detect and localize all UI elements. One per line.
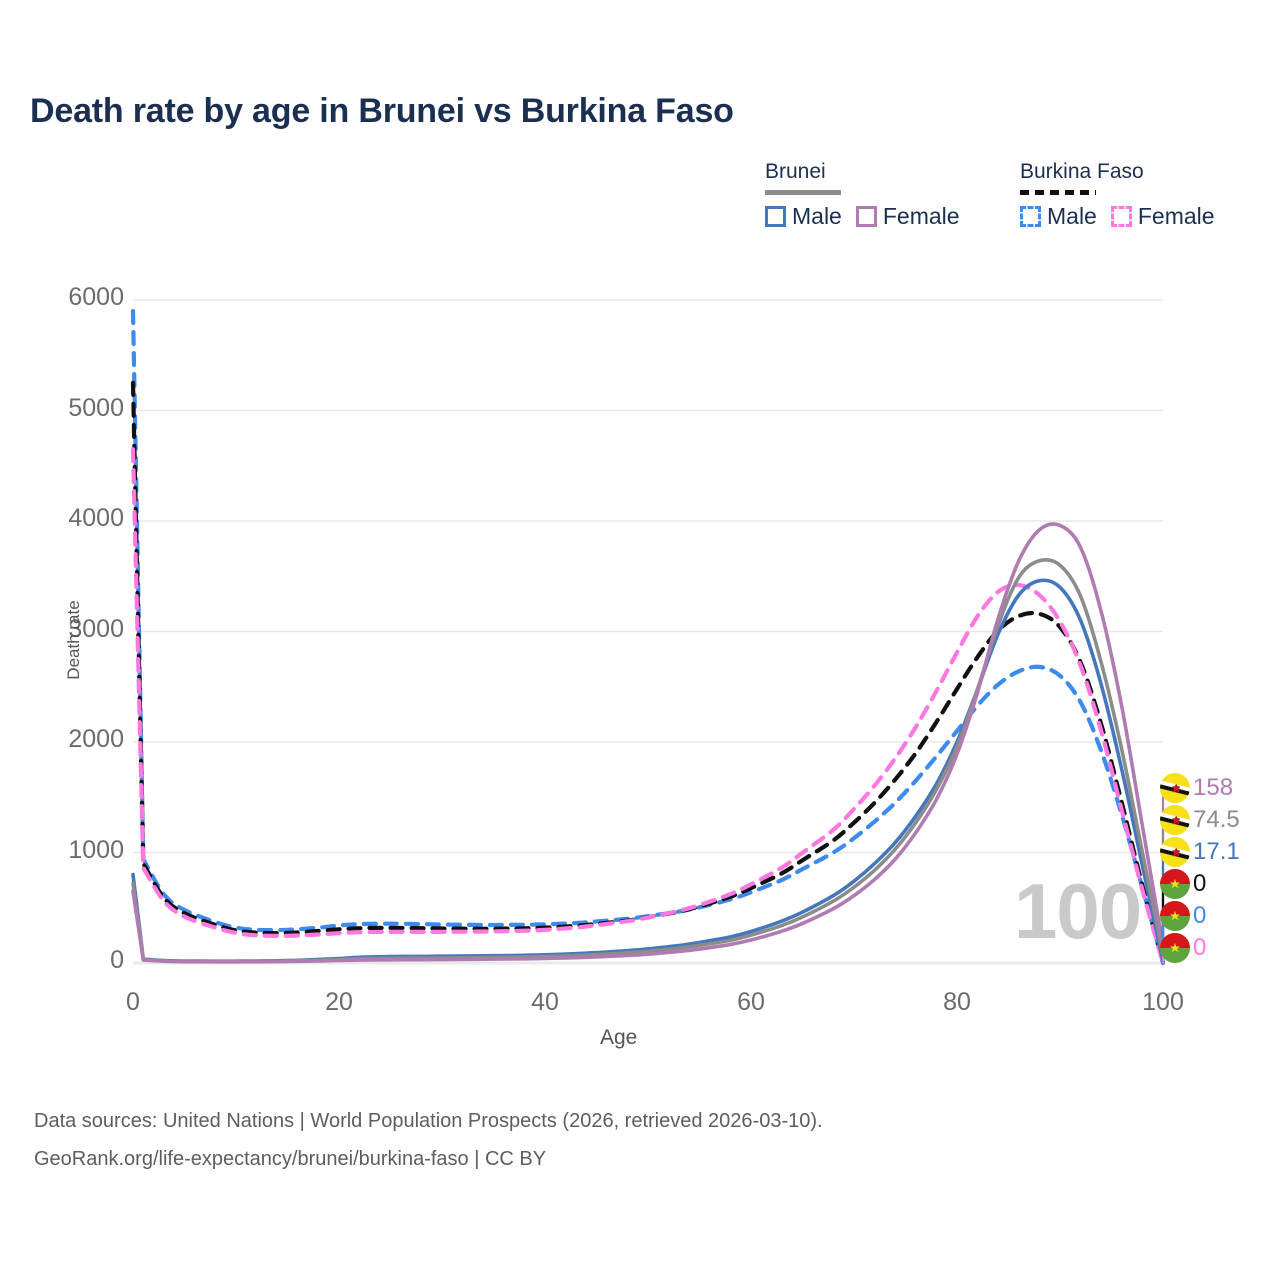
end-value-text: 0 <box>1193 934 1207 961</box>
series-line <box>131 578 1165 963</box>
legend-swatch-female-icon <box>855 206 877 227</box>
series-lines <box>130 308 1166 966</box>
legend-item-label: Male <box>1047 203 1097 229</box>
end-value-label: 0 <box>1160 868 1280 900</box>
y-axis-tick-label: 2000 <box>68 725 124 753</box>
end-value-label: 17.1 <box>1160 836 1280 868</box>
brunei-flag-icon <box>1160 773 1190 803</box>
x-axis-tick-label: 80 <box>943 988 971 1016</box>
legend-item-label: Female <box>882 203 960 229</box>
x-axis-label: Age <box>600 1026 638 1049</box>
end-value-text: 0 <box>1193 870 1207 897</box>
chart-title: Death rate by age in Brunei vs Burkina F… <box>30 92 734 130</box>
legend-item-brunei-female[interactable]: Female <box>855 203 960 230</box>
legend-country-rule <box>765 190 841 195</box>
burkina-faso-flag-icon <box>1160 869 1190 899</box>
y-axis-tick-label: 5000 <box>68 393 124 422</box>
y-axis-tick-label: 1000 <box>68 835 124 864</box>
legend-swatch-male-icon <box>1020 206 1041 227</box>
brunei-flag-icon <box>1160 805 1190 835</box>
watermark-label: 100 <box>1014 867 1142 955</box>
x-axis-tick-label: 20 <box>325 988 353 1016</box>
legend-swatch-female-icon <box>1110 206 1132 227</box>
legend-country-label: Brunei <box>765 160 826 183</box>
footer: Data sources: United Nations | World Pop… <box>34 1102 823 1178</box>
end-value-text: 74.5 <box>1193 806 1240 833</box>
legend-country-label: Burkina Faso <box>1020 160 1144 183</box>
gridlines <box>133 299 1163 965</box>
footer-line-2[interactable]: GeoRank.org/life-expectancy/brunei/burki… <box>34 1148 547 1170</box>
series-line <box>130 447 1166 966</box>
end-value-text: 17.1 <box>1193 838 1240 865</box>
legend-item-label: Male <box>792 203 842 229</box>
series-line <box>130 380 1166 966</box>
y-axis-tick-label: 6000 <box>68 283 124 311</box>
legend-item-brunei-male[interactable]: Male <box>765 203 842 230</box>
y-axis-tick-label: 0 <box>110 946 124 974</box>
end-value-text: 158 <box>1193 774 1234 801</box>
legend-country-rule <box>1020 190 1096 195</box>
footer-line-1: Data sources: United Nations | World Pop… <box>34 1110 823 1132</box>
x-axis-tick-label: 100 <box>1142 988 1184 1016</box>
burkina-faso-flag-icon <box>1160 933 1190 963</box>
y-axis-label: Death rate <box>64 600 83 680</box>
series-line <box>130 308 1166 966</box>
legend-item-burkina-female[interactable]: Female <box>1110 203 1215 230</box>
end-value-label: 158 <box>1160 772 1280 804</box>
end-value-label: 74.5 <box>1160 804 1280 836</box>
burkina-faso-flag-icon <box>1160 901 1190 931</box>
series-line <box>131 557 1165 964</box>
y-axis-tick-label: 4000 <box>68 504 124 532</box>
legend-group-brunei: Brunei Male Female <box>765 160 960 230</box>
end-value-label: 0 <box>1160 932 1280 964</box>
x-axis-tick-label: 0 <box>126 988 140 1016</box>
y-axis-tick-label: 3000 <box>68 614 124 643</box>
legend-item-burkina-male[interactable]: Male <box>1020 203 1097 230</box>
legend-item-label: Female <box>1137 203 1215 229</box>
end-value-label: 0 <box>1160 900 1280 932</box>
legend-swatch-male-icon <box>765 206 786 227</box>
series-line <box>131 522 1165 964</box>
brunei-flag-icon <box>1160 837 1190 867</box>
chart-legend: Brunei Male Female Burkina Faso Male <box>755 160 1255 250</box>
x-axis-tick-label: 40 <box>531 988 559 1016</box>
legend-group-burkina-faso: Burkina Faso Male Female <box>1020 160 1215 230</box>
x-axis-tick-label: 60 <box>737 988 765 1016</box>
end-value-text: 0 <box>1193 902 1207 929</box>
end-value-labels: 158 74.5 17.1 0 0 0 <box>1160 772 1280 964</box>
